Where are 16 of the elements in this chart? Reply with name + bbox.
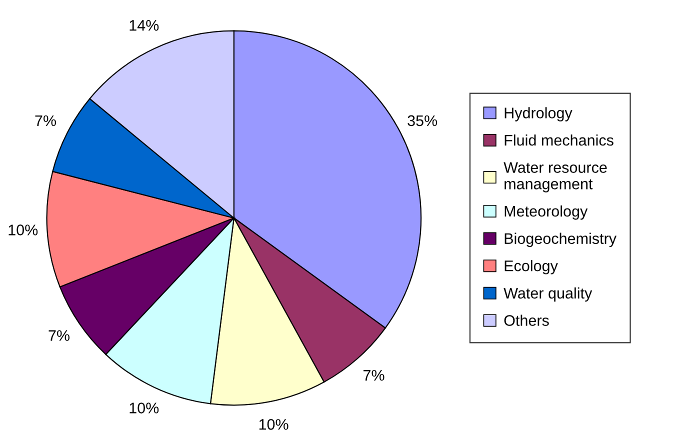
legend-label: Water quality xyxy=(504,287,592,302)
data-label: 10% xyxy=(259,419,288,430)
data-label: 35% xyxy=(408,115,438,126)
legend-label: Others xyxy=(504,314,549,326)
legend-label: Fluid mechanics xyxy=(504,134,614,146)
legend-label: Ecology xyxy=(504,260,558,274)
data-label: 10% xyxy=(8,224,38,236)
data-label: 7% xyxy=(35,115,56,126)
legend-label: Hydrology xyxy=(504,107,572,122)
data-label: 7% xyxy=(364,370,384,381)
data-label: 10% xyxy=(130,402,159,414)
legend-label: Biogeochemistry xyxy=(504,232,616,248)
data-label: 14% xyxy=(130,20,159,31)
legend-label: Meteorology xyxy=(504,205,588,220)
legend-label: Water resource management xyxy=(504,162,607,192)
data-label: 7% xyxy=(48,330,70,341)
